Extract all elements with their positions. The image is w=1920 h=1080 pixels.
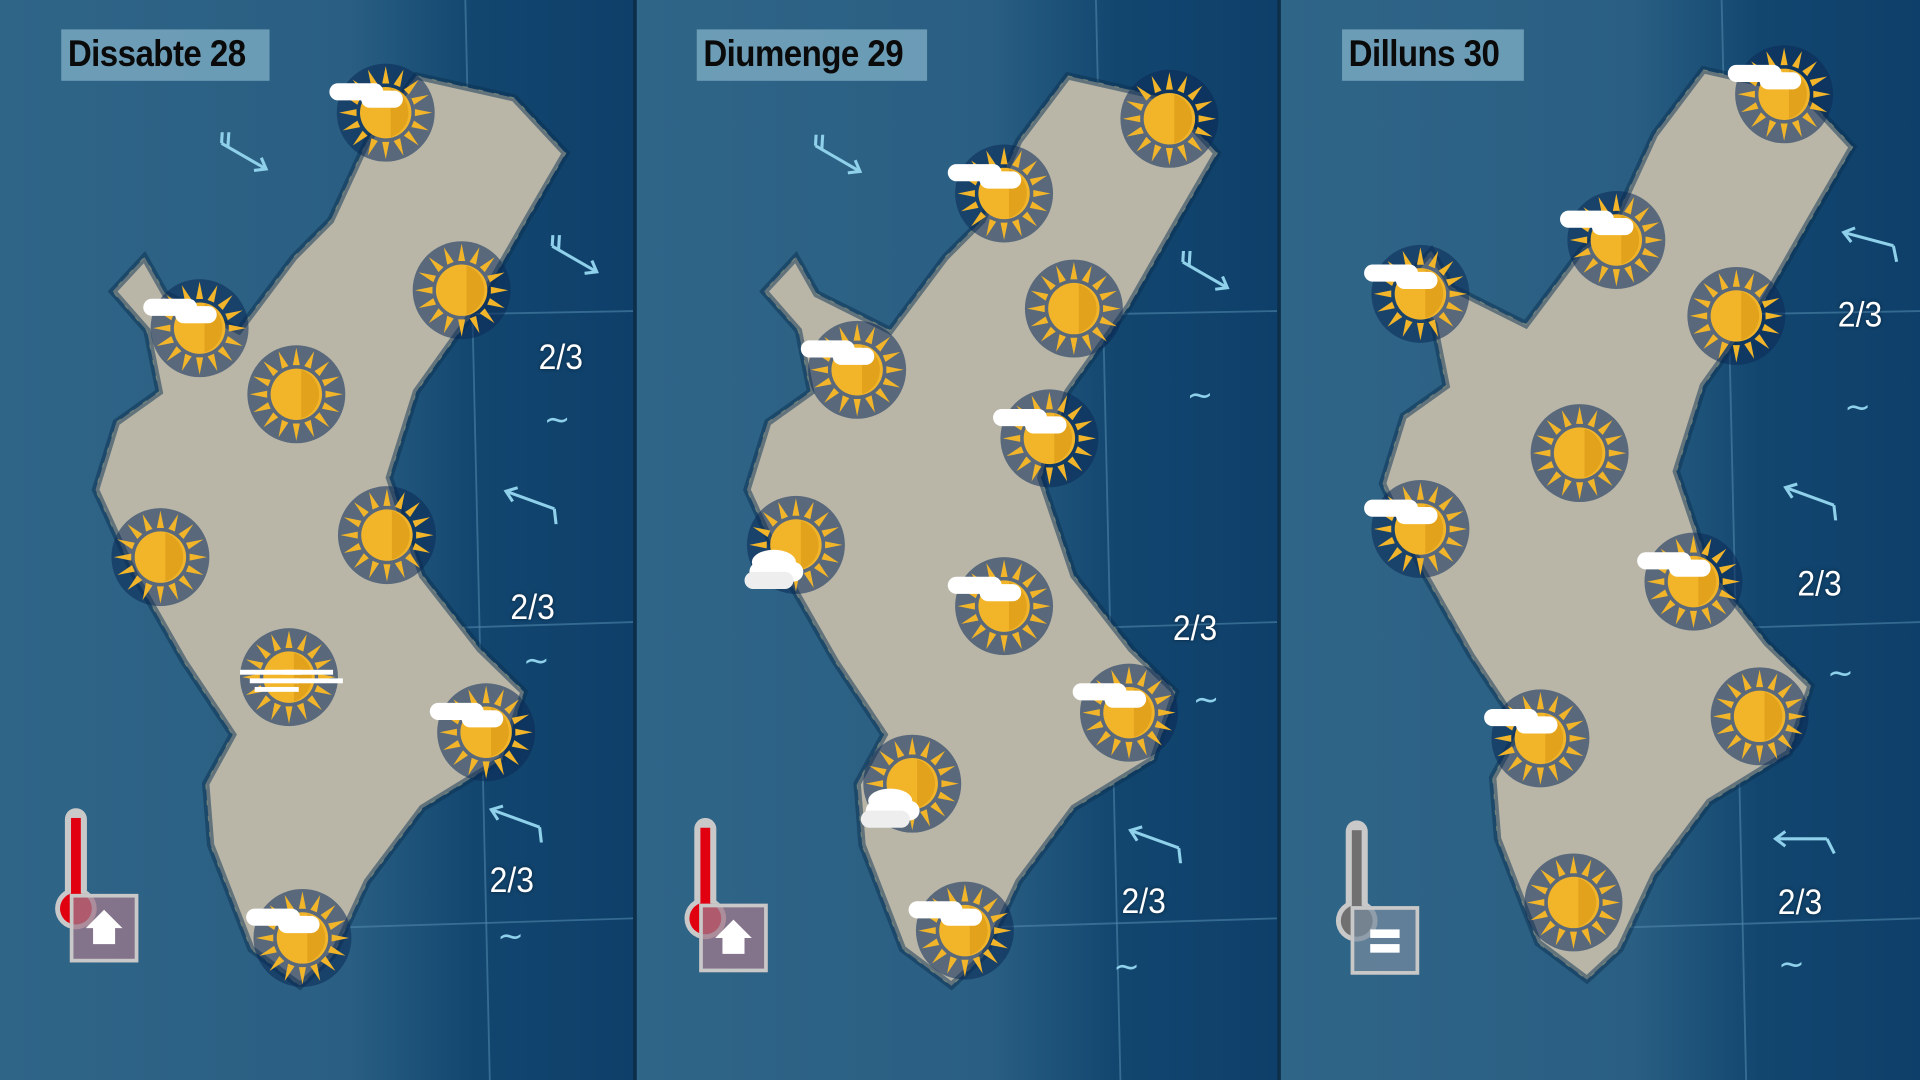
sea-state-label: 2/3 [510, 588, 555, 628]
panel-divider [1277, 0, 1281, 1080]
wind-arrow-w-icon [1772, 830, 1836, 855]
day-title: Diumenge 29 [696, 29, 928, 81]
sea-state-label: 2/3 [538, 338, 584, 378]
wave-icon: ~ [1778, 946, 1805, 984]
wind-arrow-se-icon [1181, 251, 1230, 291]
sun-cloud-icon [327, 54, 445, 172]
sea-state-label: 2/3 [1172, 609, 1218, 649]
sun-cloud-icon [1482, 680, 1600, 798]
sun-cloud-icon [991, 380, 1109, 498]
wave-icon: ~ [497, 918, 524, 956]
sun-cloud-icon [798, 311, 916, 429]
wind-arrow-nw-icon [1841, 226, 1899, 263]
sun-cloud-icon [945, 547, 1063, 665]
temperature-trend-equal-icon [1350, 906, 1420, 975]
sun-clouds-icon [737, 486, 855, 604]
sun-icon [1111, 60, 1229, 178]
sun-cloud-icon [1362, 235, 1480, 353]
sun-cloud-icon [1725, 36, 1843, 154]
wind-arrow-nw-icon [1783, 482, 1838, 521]
sun-icon [1678, 257, 1796, 375]
sun-icon [403, 231, 521, 349]
sun-cloud-icon [1558, 181, 1676, 299]
wind-arrow-se-icon [550, 235, 599, 275]
wave-icon: ~ [1186, 377, 1214, 414]
day-title: Dissabte 28 [61, 29, 270, 81]
sun-icon [1701, 658, 1819, 776]
day-panel: Diumenge 29 2/3 2/3 ~ ~ ~ [636, 0, 1278, 1080]
wave-icon: ~ [1192, 682, 1220, 719]
day-panel: Dilluns 30 2/3 2/3 2/3 ~ ~ ~ [1280, 0, 1920, 1080]
sea-state-label: 2/3 [1121, 882, 1166, 922]
sun-icon [238, 336, 356, 454]
sun-icon [1521, 394, 1639, 512]
sun-cloud-icon [1635, 523, 1753, 641]
sun-cloud-icon [244, 879, 362, 997]
sea-state-label: 2/3 [1837, 295, 1883, 335]
wind-arrow-se-icon [813, 134, 863, 175]
temperature-trend-up-icon [699, 903, 768, 973]
sun-cloud-icon [1070, 654, 1188, 772]
sun-icon [1015, 250, 1133, 368]
panel-divider [633, 0, 637, 1080]
wind-arrow-nw-icon [503, 486, 558, 525]
sun-cloud-icon [945, 135, 1063, 253]
sun-cloud-icon [1362, 470, 1480, 588]
sun-cloud-icon [427, 673, 545, 791]
sun-fog-icon [230, 618, 348, 736]
wind-arrow-nw-icon [1128, 825, 1183, 864]
sun-cloud-icon [906, 872, 1024, 990]
sun-clouds-icon [853, 725, 971, 843]
wind-arrow-se-icon [220, 132, 269, 172]
sun-icon [328, 476, 446, 594]
wave-icon: ~ [543, 401, 571, 439]
wave-icon: ~ [1827, 655, 1854, 692]
day-title: Dilluns 30 [1342, 29, 1524, 81]
sun-icon [102, 498, 220, 616]
wave-icon: ~ [1113, 948, 1140, 986]
wind-arrow-nw-icon [488, 804, 544, 843]
sea-state-label: 2/3 [489, 861, 535, 901]
sea-state-label: 2/3 [1777, 883, 1823, 923]
wave-icon: ~ [522, 642, 550, 680]
temperature-trend-up-icon [69, 893, 139, 963]
sea-state-label: 2/3 [1797, 565, 1842, 605]
day-panel: Dissabte 28 2/3 2/3 2/3 ~ ~ ~ [0, 0, 634, 1080]
sun-cloud-icon [141, 269, 259, 387]
wave-icon: ~ [1844, 389, 1871, 427]
sun-icon [1515, 844, 1633, 962]
